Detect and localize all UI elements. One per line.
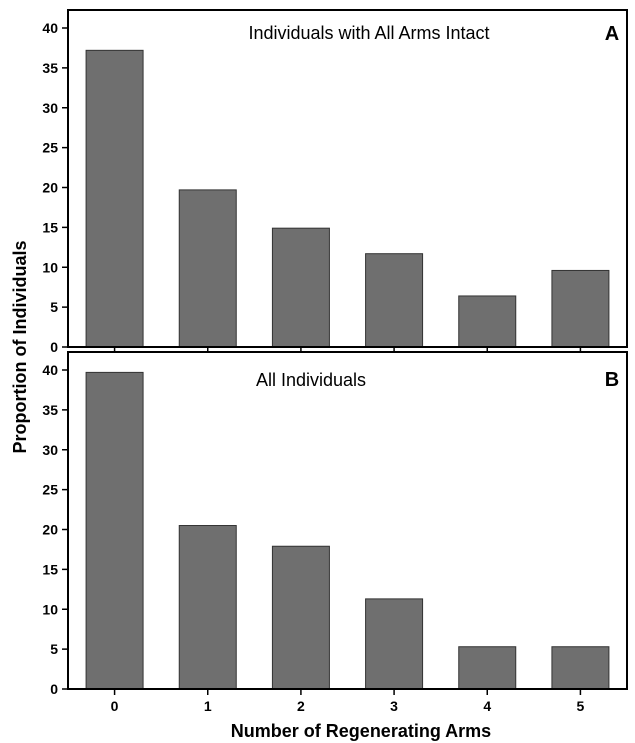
- y-tick-label-a-15: 15: [42, 219, 58, 235]
- bar-a-0: [85, 49, 144, 348]
- panel-title-a: Individuals with All Arms Intact: [248, 23, 489, 43]
- panel-b: 0 5 10 15 20 25 30 35 40 0 1 2 3 4 5 All Individuals B: [42, 351, 628, 714]
- y-tick-label-a-30: 30: [42, 100, 58, 116]
- panel-title-b: All Individuals: [256, 370, 366, 390]
- y-tick-label-b-20: 20: [42, 522, 58, 538]
- bar-b-3: [365, 598, 424, 690]
- plot-frame-b: [67, 351, 628, 690]
- y-tick-label-a-10: 10: [42, 259, 58, 275]
- bar-b-5: [551, 646, 610, 690]
- y-tick-label-a-40: 40: [42, 20, 58, 36]
- y-tick-label-b-30: 30: [42, 442, 58, 458]
- y-tick-label-a-0: 0: [50, 339, 58, 355]
- y-tick-label-b-40: 40: [42, 362, 58, 378]
- y-tick-label-b-0: 0: [50, 681, 58, 697]
- bar-a-5: [551, 269, 610, 348]
- x-tick-label-1: 1: [204, 698, 212, 714]
- bar-a-4: [458, 295, 517, 348]
- y-axis-title: Proportion of Individuals: [10, 241, 30, 454]
- y-tick-label-b-15: 15: [42, 561, 58, 577]
- y-tick-label-a-35: 35: [42, 60, 58, 76]
- plot-frame-a: [67, 9, 628, 348]
- bar-a-2: [271, 227, 330, 348]
- y-tick-label-b-25: 25: [42, 482, 58, 498]
- y-tick-label-b-10: 10: [42, 601, 58, 617]
- bar-b-2: [271, 545, 330, 690]
- x-axis-title: Number of Regenerating Arms: [231, 721, 491, 741]
- y-tick-label-a-20: 20: [42, 180, 58, 196]
- bar-b-1: [178, 525, 237, 690]
- bar-b-0: [85, 371, 144, 690]
- y-tick-label-b-35: 35: [42, 402, 58, 418]
- x-tick-label-2: 2: [297, 698, 305, 714]
- y-tick-label-a-25: 25: [42, 140, 58, 156]
- y-tick-label-b-5: 5: [50, 641, 58, 657]
- x-tick-label-4: 4: [483, 698, 491, 714]
- bar-a-1: [178, 189, 237, 348]
- panel-a: 0 5 10 15 20 25 30 35 40 Individuals with All Arm…: [42, 9, 628, 355]
- x-tick-label-3: 3: [390, 698, 398, 714]
- panel-letter-b: B: [605, 369, 619, 391]
- panel-letter-a: A: [605, 23, 619, 45]
- y-tick-label-a-5: 5: [50, 299, 58, 315]
- x-tick-label-0: 0: [111, 698, 119, 714]
- bar-a-3: [365, 253, 424, 348]
- x-tick-label-5: 5: [577, 698, 585, 714]
- bar-b-4: [458, 646, 517, 690]
